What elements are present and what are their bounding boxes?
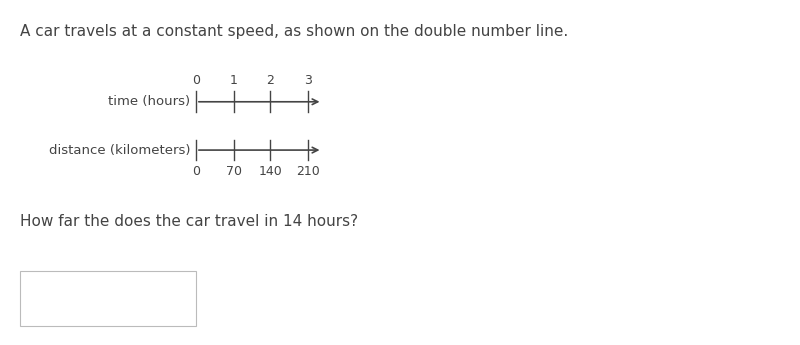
Text: How far the does the car travel in 14 hours?: How far the does the car travel in 14 ho… xyxy=(20,214,358,229)
Text: distance (kilometers): distance (kilometers) xyxy=(49,144,190,157)
Text: 1: 1 xyxy=(230,74,238,87)
Text: 3: 3 xyxy=(304,74,312,87)
Text: 0: 0 xyxy=(192,74,200,87)
Text: 2: 2 xyxy=(266,74,274,87)
FancyBboxPatch shape xyxy=(20,271,196,326)
Text: 210: 210 xyxy=(296,165,320,178)
Text: A car travels at a constant speed, as shown on the double number line.: A car travels at a constant speed, as sh… xyxy=(20,24,568,39)
Text: 70: 70 xyxy=(226,165,242,178)
Text: 140: 140 xyxy=(258,165,282,178)
Text: time (hours): time (hours) xyxy=(108,95,190,108)
Text: 0: 0 xyxy=(192,165,200,178)
